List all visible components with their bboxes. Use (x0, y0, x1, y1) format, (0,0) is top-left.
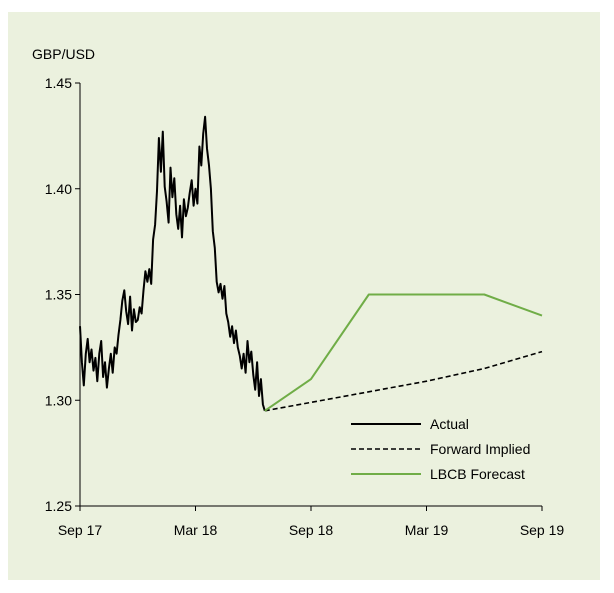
x-tick-label: Sep 18 (289, 522, 334, 538)
legend: Actual Forward Implied LBCB Forecast (351, 416, 530, 482)
y-tick-label: 1.40 (45, 181, 72, 197)
y-tick-label: 1.25 (45, 498, 72, 514)
x-tick-label: Mar 19 (405, 522, 449, 538)
chart-svg: GBP/USD 1.45 1.40 1.35 1.30 1.25 Sep 17 Mar 18… (32, 46, 565, 538)
series-line-forward-implied (264, 350, 543, 412)
legend-label-lbcb-forecast: LBCB Forecast (430, 466, 525, 482)
chart-panel: GBP/USD 1.45 1.40 1.35 1.30 1.25 Sep 17 Mar 18… (8, 12, 600, 580)
series-line-actual (79, 115, 266, 412)
series-line-lbcb-forecast (264, 293, 543, 412)
x-tick-label: Mar 18 (174, 522, 218, 538)
axes: 1.45 1.40 1.35 1.30 1.25 Sep 17 Mar 18 Sep 18 Ma… (45, 75, 565, 538)
y-tick-label: 1.45 (45, 75, 72, 91)
series-layer (79, 115, 543, 412)
legend-label-actual: Actual (430, 416, 469, 432)
x-tick-label: Sep 19 (520, 522, 565, 538)
x-tick-label: Sep 17 (58, 522, 103, 538)
y-tick-label: 1.30 (45, 392, 72, 408)
legend-label-forward-implied: Forward Implied (430, 441, 530, 457)
y-tick-label: 1.35 (45, 287, 72, 303)
y-axis-title: GBP/USD (32, 46, 95, 62)
